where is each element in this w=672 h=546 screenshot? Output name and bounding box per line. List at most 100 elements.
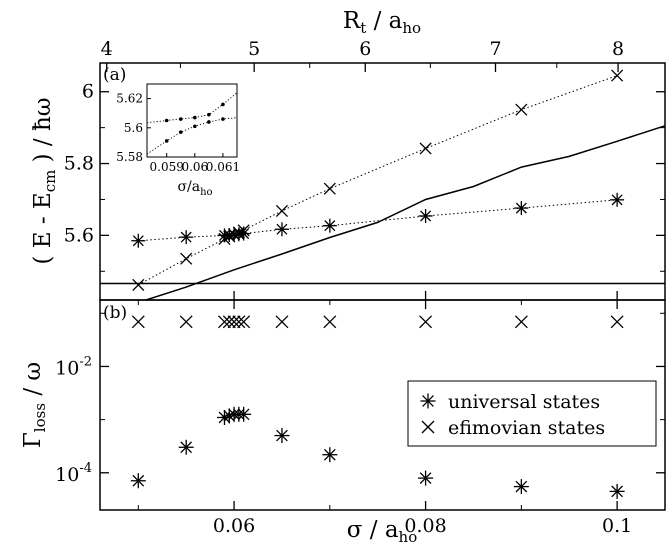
- legend-entry-universal: universal states: [448, 391, 600, 413]
- marker-stroke: [276, 223, 288, 235]
- panel-a-y-tick-label: 6: [82, 81, 94, 103]
- panel-a-cross-point: [323, 182, 336, 195]
- marker-stroke: [132, 278, 145, 291]
- tick-base: 10: [55, 357, 79, 379]
- inset-dot-point: [178, 117, 183, 121]
- inset-dot-point: [193, 124, 197, 129]
- legend: universal states efimovian states: [407, 380, 657, 447]
- top-axis-tick-label: 8: [612, 38, 624, 60]
- marker-stroke: [515, 202, 527, 214]
- panel-a-y-tick-labels: 5.6 5.8 6: [64, 81, 94, 247]
- marker-stroke: [132, 474, 145, 487]
- panel-a-cross-point: [275, 204, 289, 218]
- panel-a-asterisk-point: [322, 218, 337, 233]
- panel-b-y-axis-label: Γloss / ω: [20, 362, 49, 448]
- panel-b-asterisk-point: [178, 439, 194, 455]
- panel-a-cross-point: [180, 252, 193, 265]
- panel-a-y-tick-label: 5.6: [64, 224, 94, 246]
- panel-b-cross-point: [131, 315, 145, 329]
- marker-stroke: [276, 429, 288, 442]
- inset-y-tick-label: 5.62: [116, 92, 143, 106]
- marker-stroke: [323, 182, 336, 195]
- panel-a-series-line-1: [138, 75, 618, 286]
- marker-stroke: [422, 395, 434, 407]
- marker-stroke: [131, 315, 145, 329]
- panel-b-cross-point: [179, 315, 193, 329]
- marker-stroke: [419, 472, 432, 484]
- marker-stroke: [324, 220, 336, 232]
- marker-stroke: [419, 142, 432, 155]
- inset-x-axis-label: σ/aho: [177, 179, 212, 198]
- legend-asterisk: [420, 393, 436, 409]
- legend-marker-asterisk: [420, 393, 436, 409]
- legend-entry-efimovian: efimovian states: [448, 417, 605, 439]
- panel-a-series: [100, 69, 665, 300]
- panel-b-asterisk-point: [322, 447, 338, 463]
- tick-base: 10: [55, 464, 79, 486]
- marker-stroke: [323, 448, 336, 461]
- panel-b-y-tick-label: 10-2: [55, 354, 92, 379]
- panel-b-y-tick-labels: 10-410-2: [55, 354, 92, 485]
- panel-a-cross-point: [515, 103, 528, 116]
- marker-stroke: [232, 315, 246, 329]
- top-axis-tick-labels: 4 5 6 7 8: [101, 38, 624, 60]
- panel-a-y-axis-label: ( E - Ecm ) / ħω: [30, 97, 59, 264]
- marker-stroke: [611, 194, 623, 206]
- legend-box: [407, 380, 657, 447]
- inset-x-tick-label: 0.059: [150, 160, 184, 174]
- marker-stroke: [419, 315, 433, 329]
- inset-x-tick-label: 0.06: [181, 160, 208, 174]
- inset-dot-point: [178, 130, 183, 134]
- marker-stroke: [238, 228, 250, 240]
- marker-stroke: [275, 204, 289, 218]
- panel-b-cross-point: [419, 315, 433, 329]
- panel-a-asterisk-point: [418, 208, 433, 223]
- bottom-axis-label: σ / aho: [347, 517, 418, 546]
- panel-a-cross-point: [419, 142, 432, 155]
- marker-stroke: [610, 315, 624, 329]
- marker-stroke: [420, 210, 432, 222]
- panel-b-frame: [99, 299, 666, 511]
- panel-b-cross-point: [222, 315, 236, 329]
- marker-stroke: [237, 315, 251, 329]
- inset-y-tick-label: 5.6: [124, 121, 143, 135]
- panel-b-x-tick-label: 0.08: [404, 515, 446, 537]
- marker-stroke: [180, 252, 193, 265]
- panel-b-series: [130, 315, 625, 499]
- panel-b-loss-rate: (b) 10-410-2 0.06 0.08 0.1 Γloss / ω σ / a…: [20, 299, 666, 546]
- panel-b-cross-point: [610, 315, 624, 329]
- panel-b-cross-point: [237, 315, 251, 329]
- marker-stroke: [237, 408, 250, 421]
- marker-stroke: [514, 315, 528, 329]
- panel-b-x-tick-label: 0.06: [213, 515, 255, 537]
- tick-exponent: -4: [79, 461, 92, 476]
- tick-exponent: -2: [79, 354, 92, 369]
- inset-dot-point: [207, 112, 211, 117]
- panel-b-cross-point: [323, 315, 337, 329]
- marker-stroke: [611, 69, 624, 82]
- panel-b-asterisk-point: [513, 479, 529, 495]
- marker-stroke: [222, 315, 236, 329]
- panel-b-cross-point: [275, 315, 289, 329]
- panel-a-series-line-0: [138, 199, 618, 242]
- panel-b-cross-point: [232, 315, 246, 329]
- inset-frame: [146, 83, 238, 158]
- panel-b-x-tick-labels: 0.06 0.08 0.1: [213, 515, 632, 537]
- inset-dot-point: [221, 117, 225, 121]
- top-axis-tick-label: 4: [101, 38, 113, 60]
- panel-b-cross-point: [227, 315, 241, 329]
- legend-marker-cross: [421, 420, 435, 434]
- panel-b-cross-point: [514, 315, 528, 329]
- panel-b-asterisk-point: [236, 406, 252, 422]
- inset-dot-point: [164, 139, 169, 143]
- inset-dot-point: [221, 102, 225, 107]
- panel-b-asterisk-point: [418, 470, 434, 486]
- panel-a-asterisk-point: [610, 192, 625, 207]
- inset-dot-point: [193, 115, 197, 120]
- panel-a-label: (a): [103, 65, 126, 85]
- marker-stroke: [218, 315, 231, 329]
- panel-a-cross-point: [611, 69, 624, 82]
- panel-b-ticks: [100, 300, 665, 510]
